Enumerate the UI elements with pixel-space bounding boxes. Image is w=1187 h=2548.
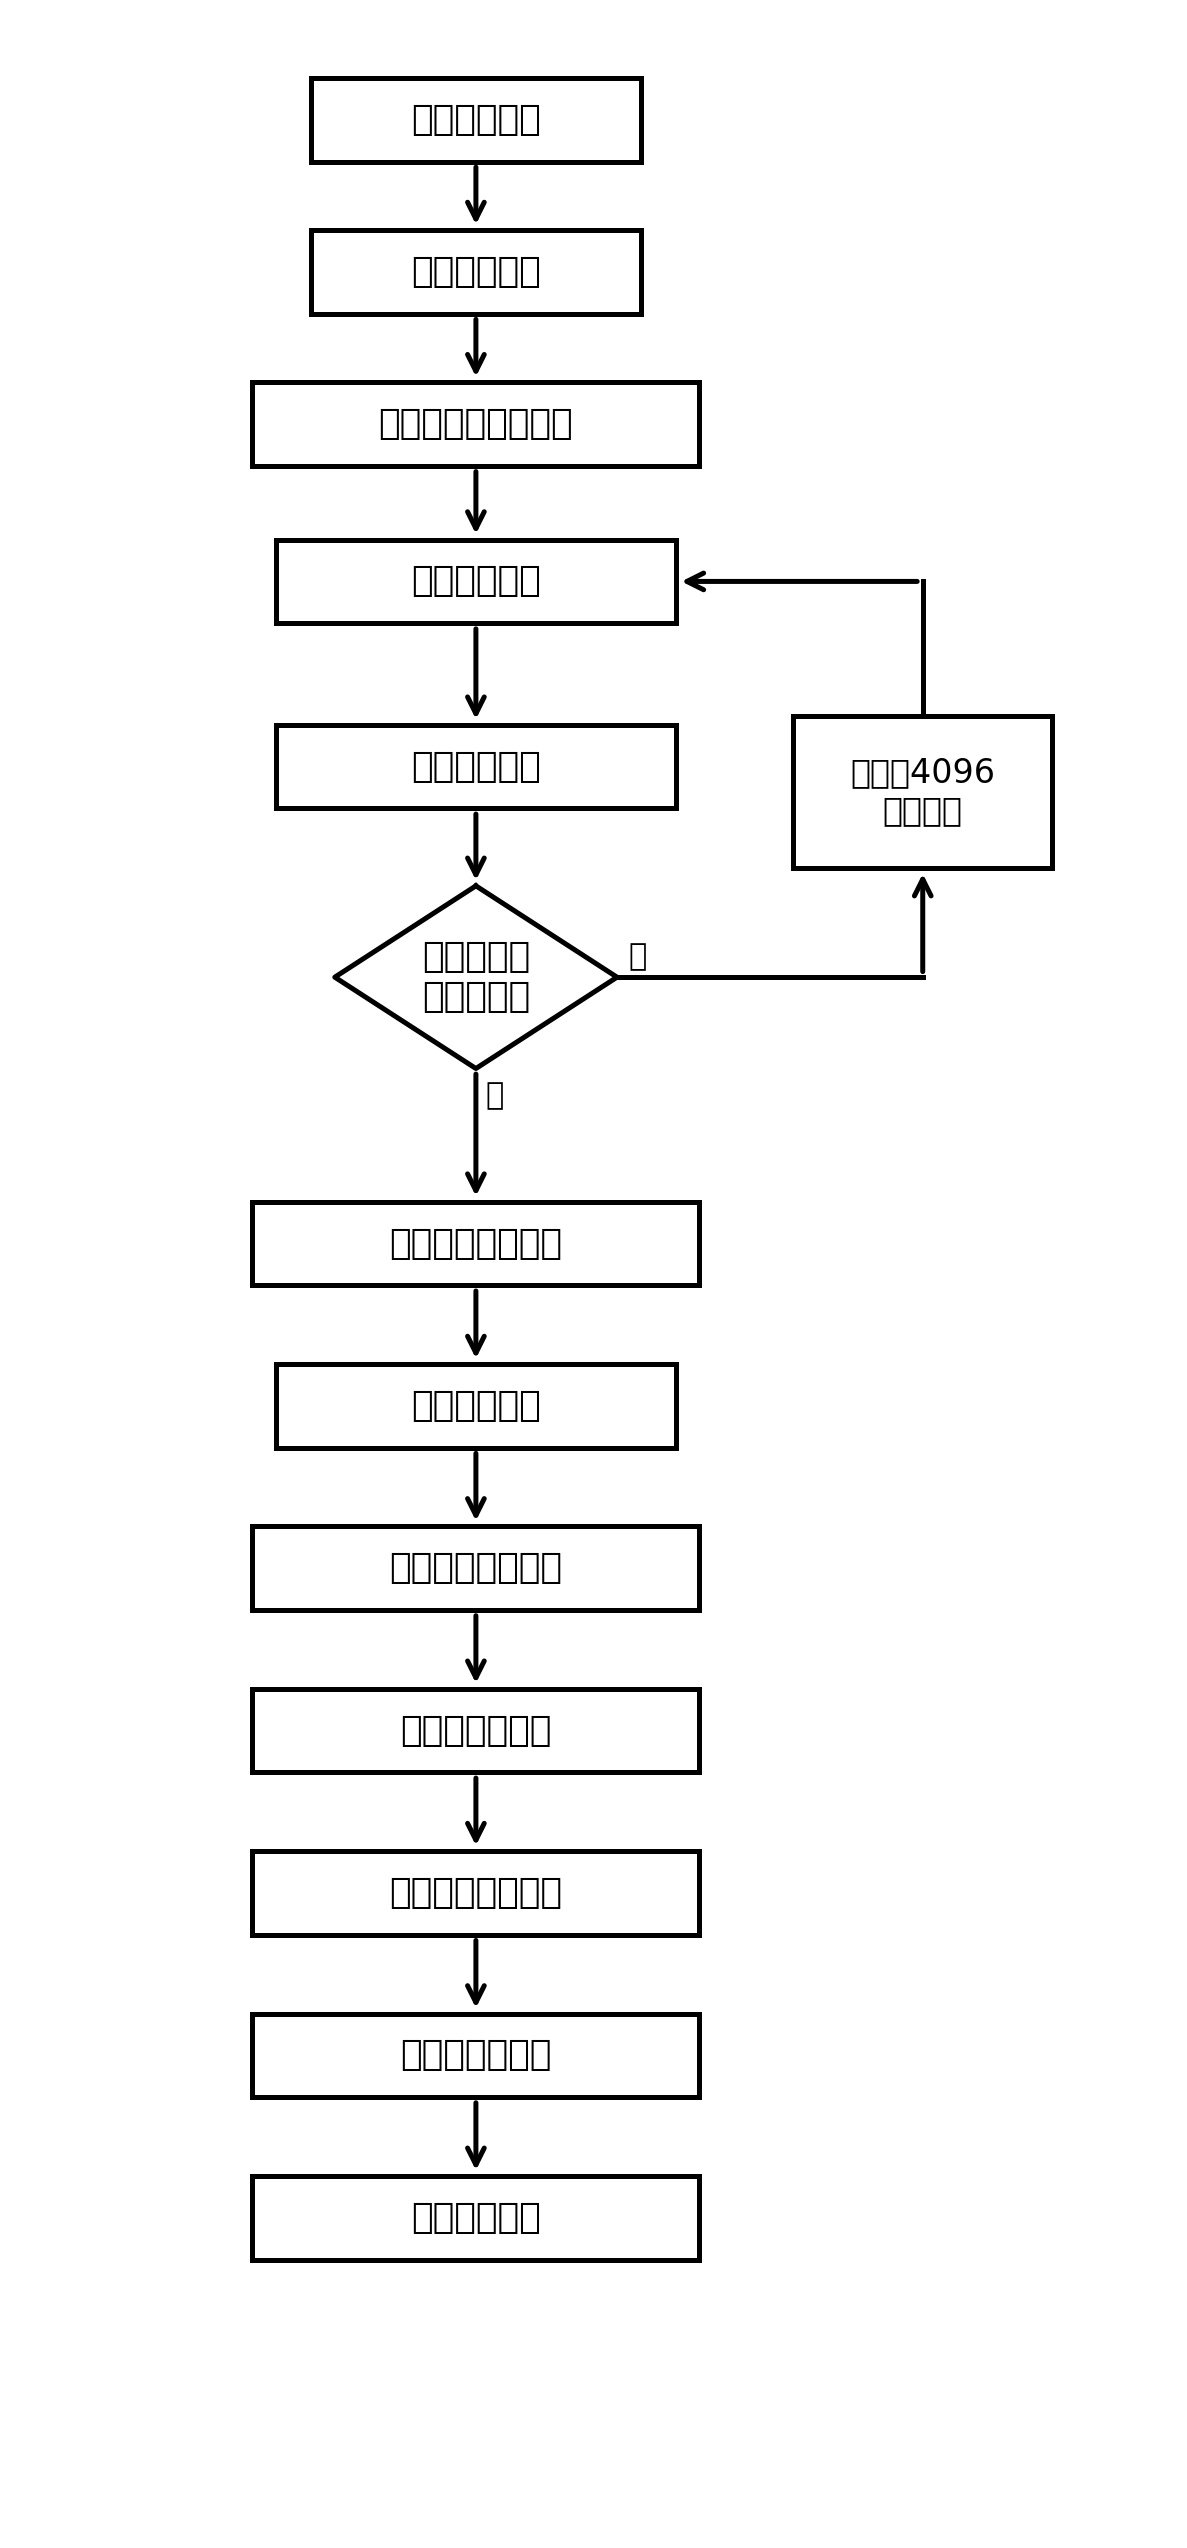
Bar [277, 724, 675, 808]
Bar [793, 716, 1052, 869]
Text: 输入特征数据: 输入特征数据 [411, 102, 541, 138]
Bar [253, 382, 699, 466]
Text: 获得各通道信噪比: 获得各通道信噪比 [389, 1875, 563, 1911]
Text: 设置路径数目: 设置路径数目 [411, 1389, 541, 1422]
Text: 获得解析信号: 获得解析信号 [411, 566, 541, 599]
Bar [253, 1526, 699, 1610]
Text: 否: 否 [629, 943, 647, 971]
Bar [253, 2013, 699, 2097]
Bar [253, 1203, 699, 1284]
Text: 获得输出信号: 获得输出信号 [411, 2201, 541, 2235]
Bar [311, 79, 641, 161]
Text: 获得多径延时信号: 获得多径延时信号 [389, 1552, 563, 1585]
Text: 输入模拟信号: 输入模拟信号 [411, 255, 541, 288]
Text: 获得总衰落信号: 获得总衰落信号 [400, 1715, 552, 1748]
Bar [311, 229, 641, 313]
Text: 是: 是 [485, 1080, 503, 1111]
Text: 对模拟信号进行采样: 对模拟信号进行采样 [379, 408, 573, 441]
Bar [277, 1363, 675, 1447]
Text: 获得加频偏的信号: 获得加频偏的信号 [389, 1226, 563, 1261]
Text: 舍弃前4096
个采样点: 舍弃前4096 个采样点 [850, 757, 995, 828]
Text: 获得加噪声信号: 获得加噪声信号 [400, 2038, 552, 2072]
Bar [253, 2176, 699, 2260]
Text: 平均功率大
于噪声门限: 平均功率大 于噪声门限 [421, 940, 529, 1014]
Bar [253, 1689, 699, 1773]
Polygon shape [335, 887, 617, 1068]
Text: 获得平均功率: 获得平均功率 [411, 749, 541, 785]
Bar [253, 1852, 699, 1934]
Bar [277, 540, 675, 624]
